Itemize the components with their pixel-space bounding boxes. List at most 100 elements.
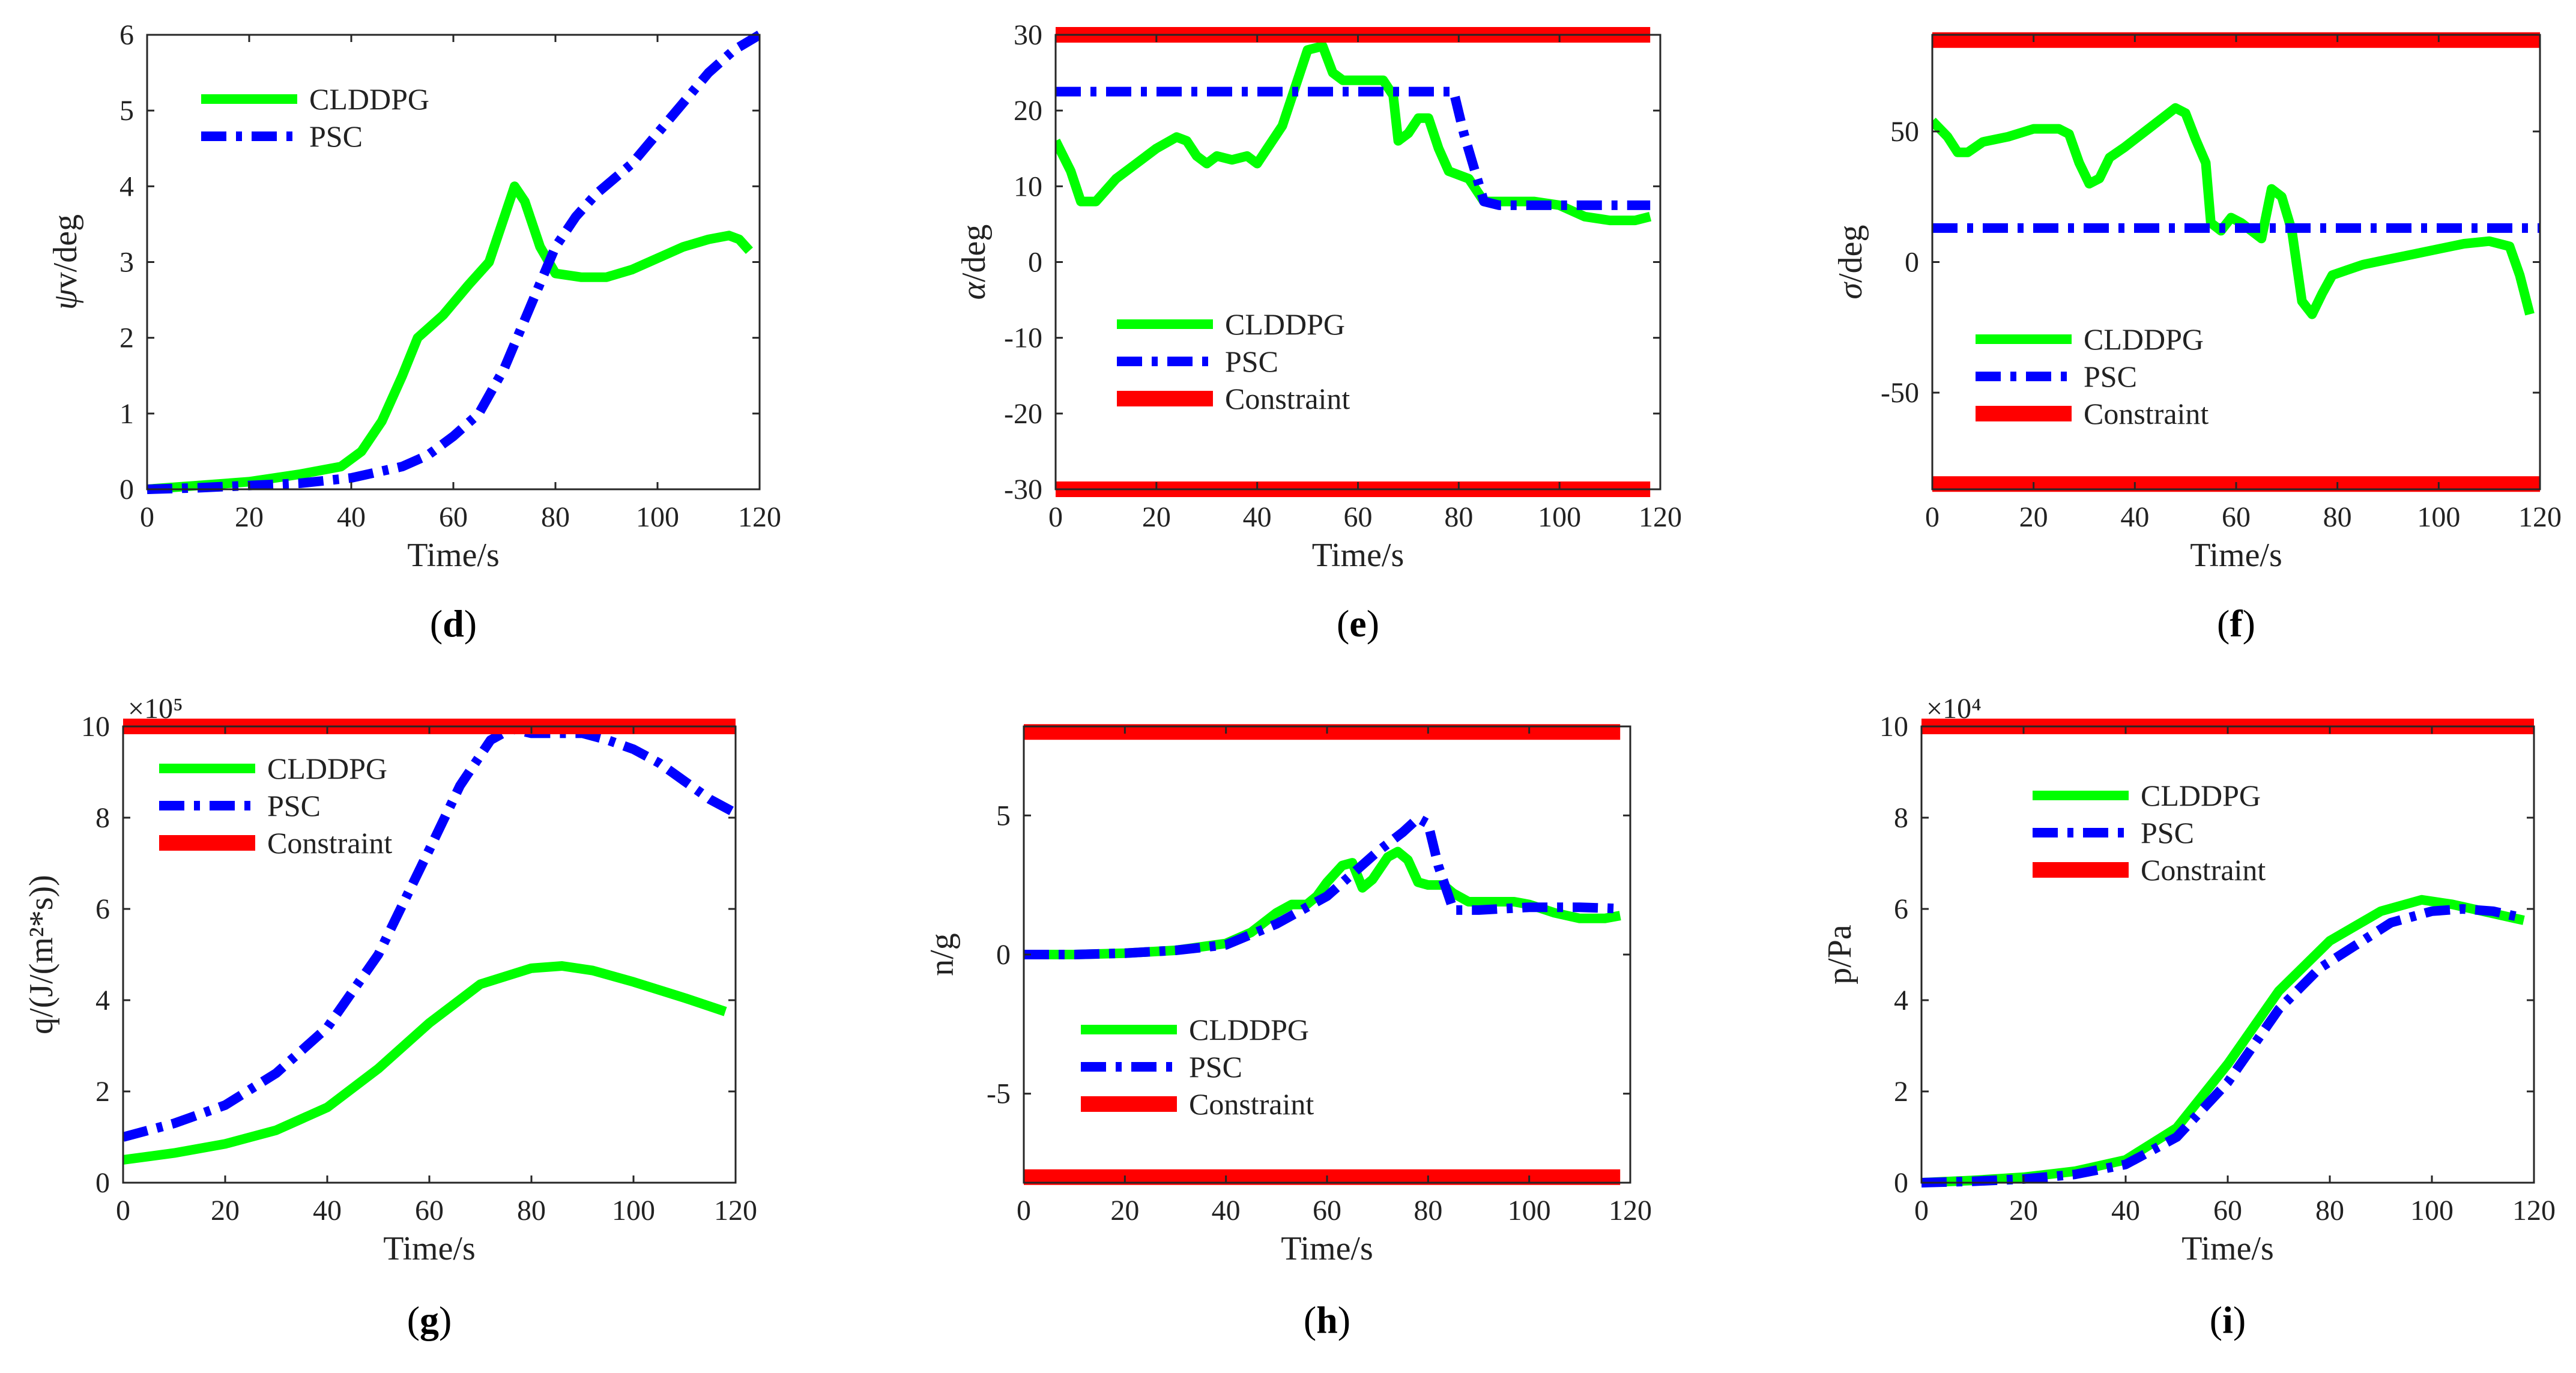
x-tick-label: 20 <box>1110 1195 1139 1227</box>
y-tick-label: 6 <box>119 19 134 51</box>
y-axis-label: q/(J/(m²*s)) <box>23 875 60 1034</box>
y-tick-label: 10 <box>1879 711 1908 743</box>
series-line-psc <box>1056 86 1651 210</box>
y-tick-label: 20 <box>1014 95 1042 127</box>
legend-label-constraint: Constraint <box>2141 853 2266 887</box>
x-tick-label: 100 <box>2410 1195 2454 1227</box>
x-tick-label: 0 <box>1017 1195 1031 1227</box>
y-tick-label: 5 <box>996 800 1011 831</box>
series-line-clddpg <box>1056 41 1652 226</box>
x-tick-label: 20 <box>211 1195 240 1227</box>
y-tick-label: 4 <box>1894 985 1908 1016</box>
legend-label-constraint: Constraint <box>1225 382 1350 415</box>
x-tick-label: 40 <box>313 1195 342 1227</box>
series-group <box>1056 27 1652 497</box>
legend: CLDDPG PSC Constraint <box>2033 779 2266 887</box>
y-tick-label: -20 <box>1004 398 1042 430</box>
x-tick-label: 0 <box>140 501 154 533</box>
y-tick-label: 0 <box>1905 247 1919 279</box>
chart-panel-g: 0 20 40 60 80 100 120 0 2 4 6 8 10 ×10⁵ Time/s q/(J/(m²… <box>23 693 757 1341</box>
legend-label-clddpg: CLDDPG <box>2084 322 2204 356</box>
x-tick-label: 80 <box>541 501 570 533</box>
legend-label-constraint: Constraint <box>2084 397 2209 430</box>
x-tick-label: 120 <box>1609 1195 1652 1227</box>
x-tick-label: 100 <box>2417 501 2460 533</box>
series-line-clddpg <box>1932 103 2535 319</box>
y-tick-label: 2 <box>95 1076 110 1108</box>
y-tick-label: 1 <box>119 398 134 430</box>
x-tick-label: 120 <box>1639 501 1682 533</box>
series-line-psc <box>1024 813 1621 959</box>
x-tick-label: 60 <box>2213 1195 2242 1227</box>
y-tick-label: 2 <box>1894 1076 1908 1108</box>
y-tick-label: 8 <box>1894 802 1908 834</box>
x-tick-label: 0 <box>1925 501 1940 533</box>
x-tick-label: 120 <box>2518 501 2562 533</box>
y-axis-label: α/deg <box>955 225 993 300</box>
y-axis-label: p/Pa <box>1821 925 1858 985</box>
x-tick-label: 0 <box>1914 1195 1929 1227</box>
x-tick-label: 0 <box>1048 501 1063 533</box>
legend-label-clddpg: CLDDPG <box>2141 779 2261 812</box>
legend-label-clddpg: CLDDPG <box>309 82 429 116</box>
x-axis-label: Time/s <box>407 537 500 574</box>
x-tick-label: 80 <box>1444 501 1473 533</box>
legend: CLDDPG PSC Constraint <box>159 752 392 860</box>
series-group <box>1024 724 1621 1185</box>
y-tick-label: 10 <box>1014 170 1042 202</box>
legend-label-clddpg: CLDDPG <box>1225 307 1345 341</box>
x-tick-label: 40 <box>2120 501 2149 533</box>
axis-exponent: ×10⁵ <box>128 693 183 725</box>
y-tick-label: 50 <box>1890 116 1919 148</box>
legend: CLDDPG PSC Constraint <box>1117 307 1350 415</box>
panel-label: (i) <box>2210 1299 2246 1341</box>
x-tick-label: 80 <box>517 1195 546 1227</box>
y-tick-label: 0 <box>1028 247 1042 279</box>
y-tick-label: 3 <box>119 247 134 279</box>
plot-frame <box>1054 34 1661 490</box>
y-tick-label: -30 <box>1004 474 1042 505</box>
x-tick-label: 100 <box>1508 1195 1551 1227</box>
panel-label: (d) <box>430 602 477 645</box>
chart-panel-d: 0 20 40 60 80 100 120 0 1 2 3 4 5 6 Time/s ψv/deg CLDDPG… <box>47 19 781 645</box>
y-tick-label: 30 <box>1014 19 1042 51</box>
legend-label-psc: PSC <box>1189 1050 1242 1084</box>
legend-label-psc: PSC <box>267 789 321 822</box>
x-tick-label: 20 <box>2019 501 2048 533</box>
legend-label-clddpg: CLDDPG <box>1189 1013 1309 1046</box>
x-tick-label: 40 <box>1243 501 1272 533</box>
y-tick-label: 2 <box>119 322 134 354</box>
x-tick-label: 100 <box>1538 501 1581 533</box>
chart-panel-f: 0 20 40 60 80 100 120 -50 0 50 Time/s σ/deg CLDDPG PS… <box>1832 32 2562 645</box>
y-axis-label: σ/deg <box>1832 225 1869 299</box>
chart-panel-e: 0 20 40 60 80 100 120 -30 -20 -10 0 10 20 30 Time/s α/d… <box>955 19 1682 645</box>
legend-label-psc: PSC <box>2084 360 2137 393</box>
y-tick-label: 10 <box>81 711 110 743</box>
panel-label: (e) <box>1337 602 1379 645</box>
series-line-clddpg <box>123 961 727 1165</box>
x-tick-label: 60 <box>415 1195 444 1227</box>
x-axis-label: Time/s <box>1281 1230 1373 1267</box>
y-tick-label: 0 <box>996 939 1011 971</box>
chart-panel-h: 0 20 40 60 80 100 120 -5 0 5 Time/s n/g CLDDPG PSCCon… <box>924 724 1652 1341</box>
x-tick-label: 60 <box>2222 501 2251 533</box>
x-tick-label: 60 <box>1344 501 1373 533</box>
panel-label: (f) <box>2217 602 2255 645</box>
y-tick-label: -10 <box>1004 322 1042 354</box>
legend-label-psc: PSC <box>309 119 363 153</box>
legend-label-clddpg: CLDDPG <box>267 752 387 785</box>
series-line-clddpg <box>147 181 753 494</box>
x-tick-label: 120 <box>2512 1195 2556 1227</box>
legend-label-constraint: Constraint <box>267 826 392 860</box>
legend-label-constraint: Constraint <box>1189 1087 1314 1121</box>
x-tick-label: 80 <box>1413 1195 1442 1227</box>
x-tick-label: 80 <box>2315 1195 2344 1227</box>
x-tick-label: 40 <box>2111 1195 2140 1227</box>
y-tick-label: 8 <box>95 802 110 834</box>
y-axis-label: n/g <box>924 933 961 976</box>
x-tick-label: 20 <box>1142 501 1171 533</box>
x-tick-label: 80 <box>2323 501 2352 533</box>
y-tick-label: 4 <box>95 985 110 1016</box>
y-tick-label: 0 <box>95 1167 110 1199</box>
